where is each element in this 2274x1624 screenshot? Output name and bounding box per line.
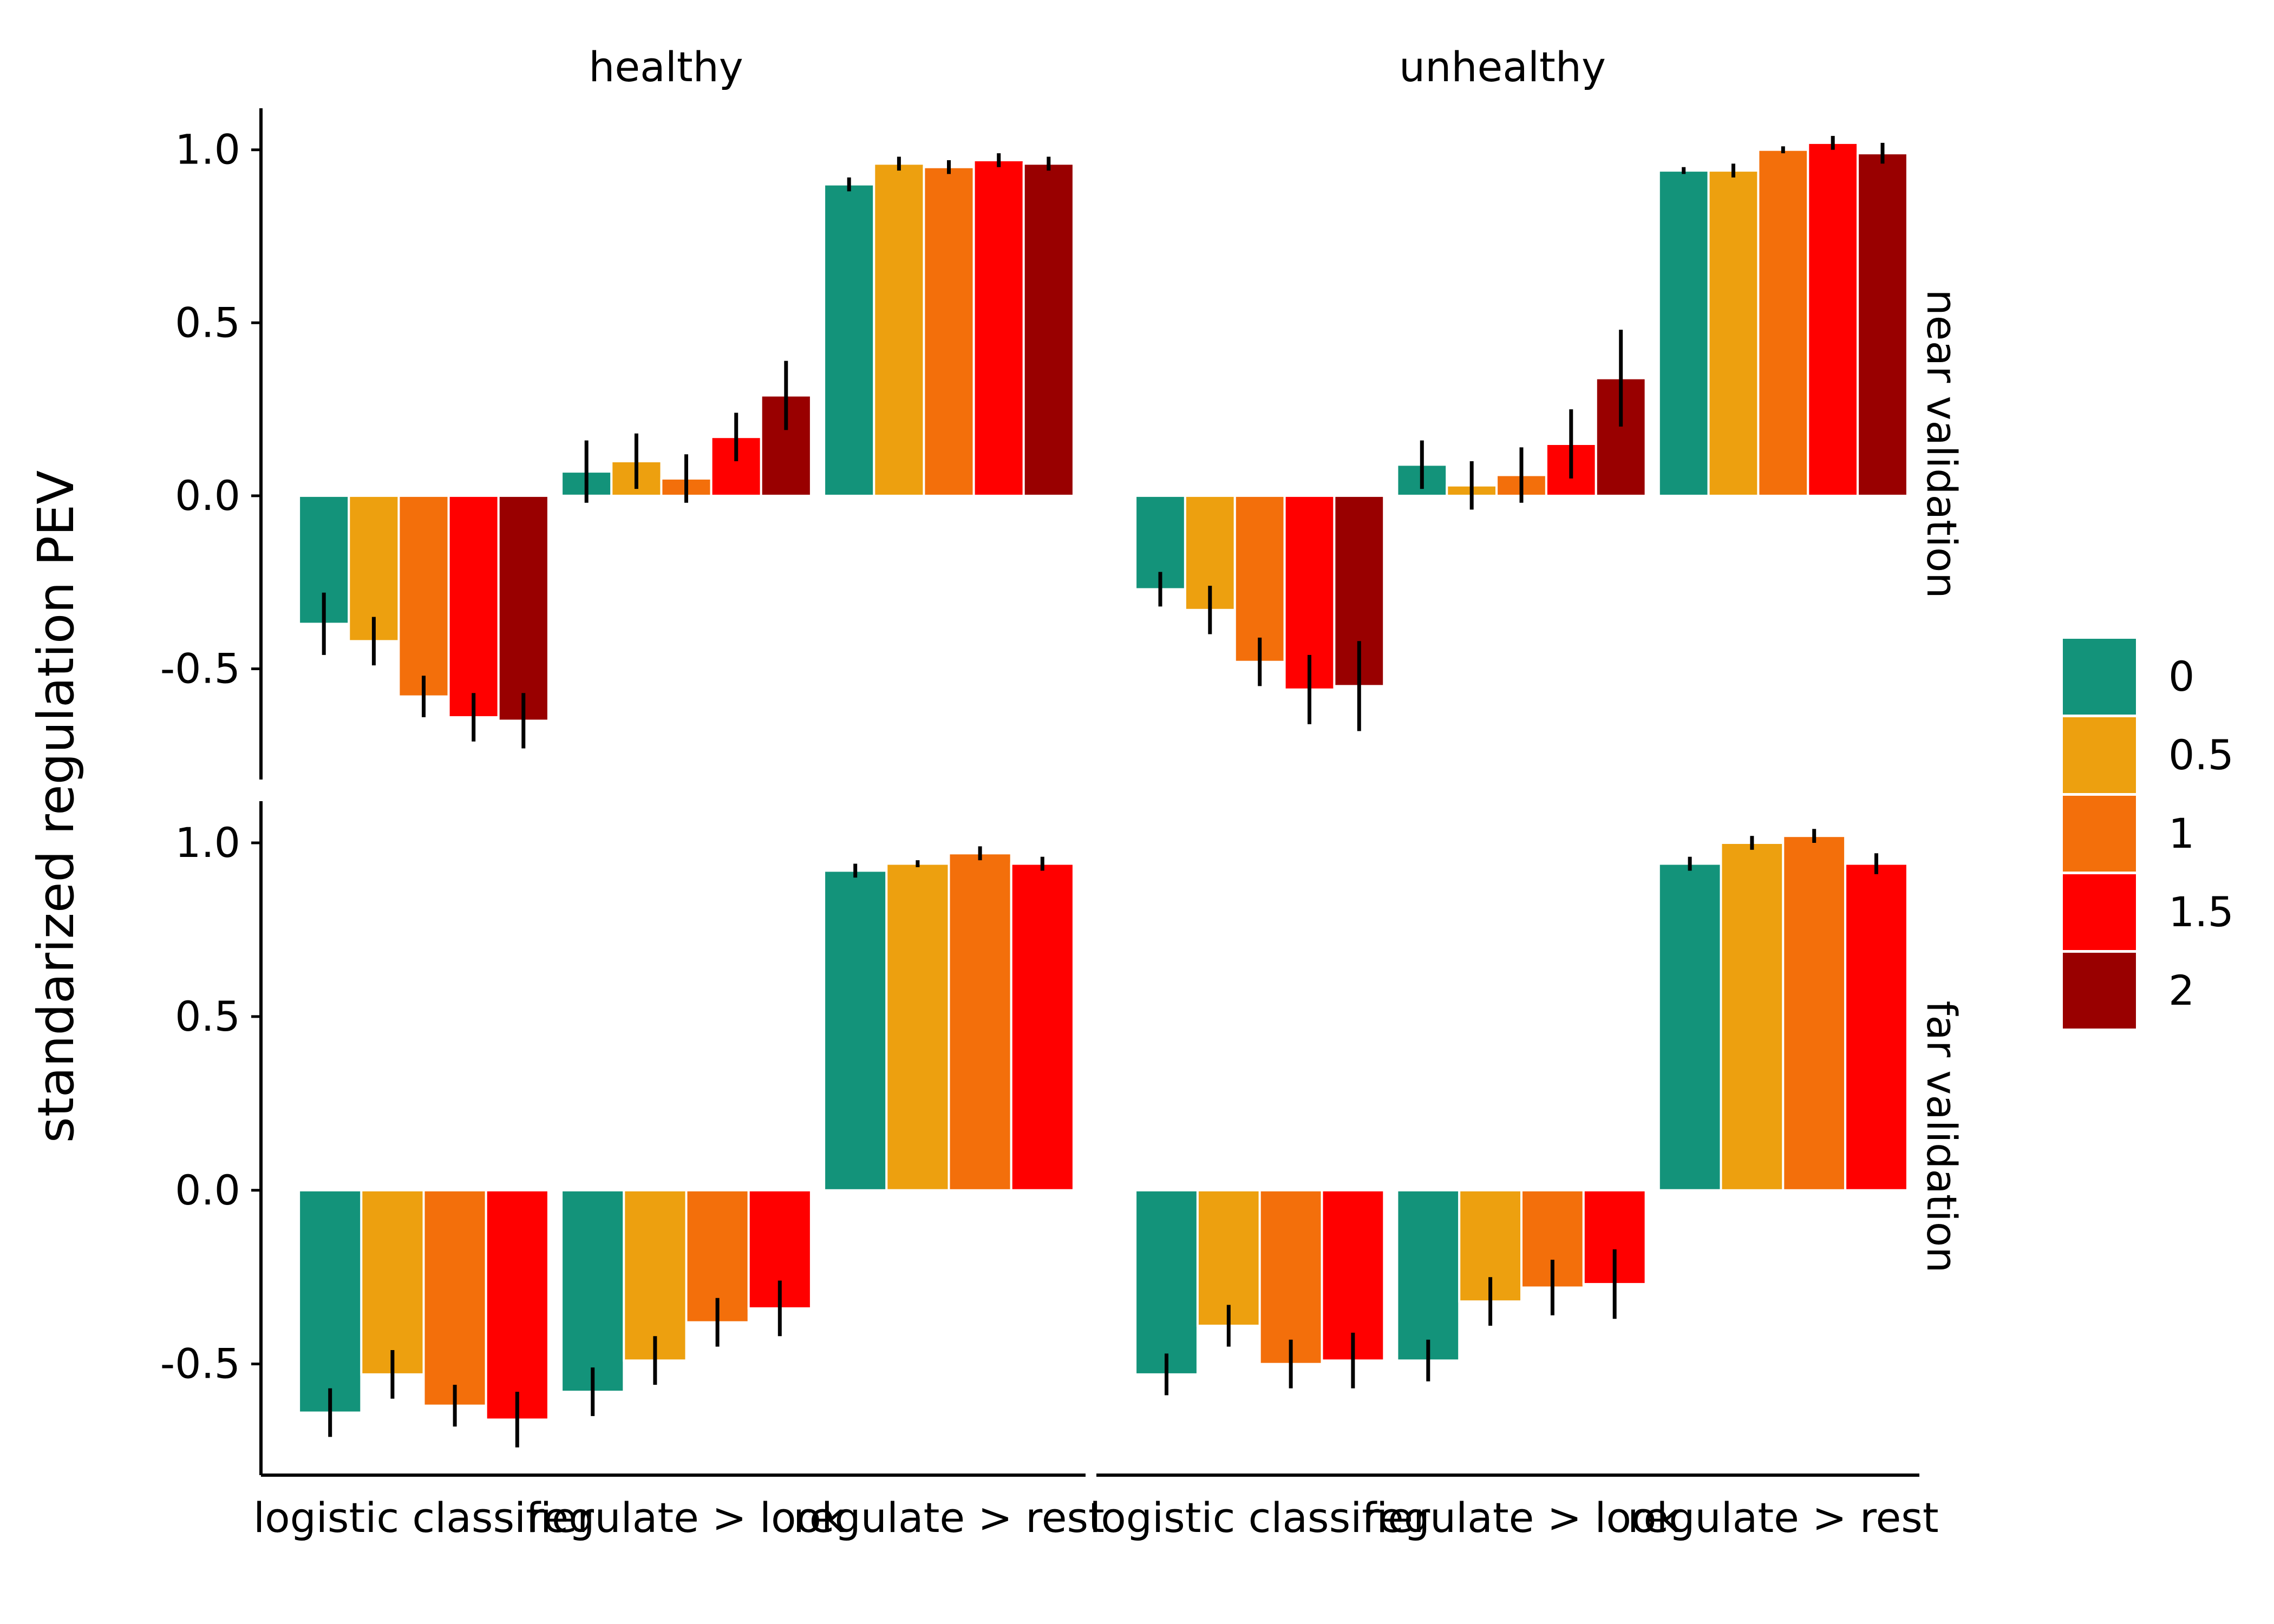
- y-tick-label-healthy-far-validation-0: -0.5: [160, 1340, 240, 1388]
- bar-healthy-near-validation-logistic-classifier-series-2: [497, 494, 550, 722]
- bar-unhealthy-far-validation-regulate-rest-series-1: [1782, 835, 1847, 1191]
- bar-healthy-near-validation-logistic-classifier-series-1-5: [447, 494, 500, 719]
- bar-healthy-near-validation-regulate-rest-series-0-5: [873, 162, 925, 497]
- bar-healthy-near-validation-regulate-rest-series-2: [1022, 162, 1075, 497]
- bar-unhealthy-near-validation-regulate-rest-series-0-5: [1707, 169, 1760, 497]
- x-tick-label-healthy-logistic-classifier: logistic classifier: [253, 1494, 594, 1542]
- y-tick-label-healthy-near-validation-2: 0.5: [175, 298, 240, 346]
- y-tick-label-healthy-near-validation-1: 0.0: [175, 472, 240, 520]
- strip-label-healthy: healthy: [589, 43, 743, 91]
- bar-healthy-far-validation-regulate-rest-series-0: [823, 869, 888, 1191]
- bar-unhealthy-near-validation-regulate-rest-series-2: [1857, 152, 1909, 497]
- y-axis-title: standarized regulation PEV: [27, 470, 85, 1143]
- bar-unhealthy-far-validation-logistic-classifier-series-1-5: [1321, 1189, 1386, 1362]
- strip-label-far-validation: far validation: [1918, 1001, 1966, 1273]
- y-tick-label-healthy-far-validation-3: 1.0: [175, 818, 240, 867]
- y-tick-label-healthy-near-validation-0: -0.5: [160, 645, 240, 693]
- legend-label-2: 2: [2168, 966, 2194, 1014]
- bar-unhealthy-near-validation-regulate-rest-series-0: [1657, 169, 1710, 497]
- bar-unhealthy-near-validation-regulate-rest-series-1-5: [1807, 141, 1859, 497]
- bar-unhealthy-near-validation-regulate-rest-series-1: [1757, 148, 1809, 497]
- strip-label-near-validation: near validation: [1918, 289, 1966, 598]
- bar-healthy-far-validation-regulate-rest-series-1: [948, 852, 1012, 1191]
- bar-healthy-far-validation-regulate-look-series-0-5: [623, 1189, 688, 1362]
- bar-unhealthy-far-validation-regulate-look-series-0: [1396, 1189, 1461, 1362]
- bar-healthy-near-validation-regulate-rest-series-1-5: [972, 159, 1025, 497]
- bar-unhealthy-near-validation-logistic-classifier-series-1: [1233, 494, 1286, 663]
- x-tick-label-unhealthy-regulate-look: regulate > look: [1362, 1494, 1680, 1542]
- bar-healthy-near-validation-regulate-rest-series-0: [823, 183, 875, 497]
- legend-label-1-5: 1.5: [2168, 888, 2234, 936]
- bar-healthy-far-validation-regulate-rest-series-0-5: [885, 862, 950, 1191]
- x-tick-label-unhealthy-logistic-classifier: logistic classifier: [1089, 1494, 1430, 1542]
- bar-unhealthy-far-validation-logistic-classifier-series-1: [1258, 1189, 1323, 1365]
- legend-label-0: 0: [2168, 652, 2194, 700]
- bar-healthy-near-validation-logistic-classifier-series-1: [397, 494, 450, 698]
- bar-healthy-far-validation-regulate-rest-series-1-5: [1010, 862, 1075, 1191]
- bar-healthy-near-validation-regulate-rest-series-1: [923, 166, 975, 497]
- bar-healthy-far-validation-logistic-classifier-series-0: [298, 1189, 363, 1414]
- bar-healthy-far-validation-logistic-classifier-series-1: [422, 1189, 487, 1407]
- strip-label-unhealthy: unhealthy: [1399, 43, 1606, 91]
- legend-swatch-0: [2063, 639, 2136, 715]
- bar-unhealthy-far-validation-regulate-rest-series-0-5: [1720, 842, 1785, 1191]
- legend-swatch-2: [2063, 953, 2136, 1029]
- x-tick-label-healthy-regulate-rest: regulate > rest: [793, 1494, 1105, 1542]
- x-tick-label-unhealthy-regulate-rest: regulate > rest: [1628, 1494, 1939, 1542]
- bar-healthy-far-validation-regulate-look-series-0: [560, 1189, 625, 1393]
- y-tick-label-healthy-near-validation-3: 1.0: [175, 126, 240, 174]
- plot-area: -0.5 0.0 0.5 1.0 -0.5 0.0 0.5 1.0 logistic class…: [160, 108, 1939, 1542]
- bar-unhealthy-far-validation-regulate-rest-series-0: [1657, 862, 1722, 1191]
- bar-unhealthy-far-validation-logistic-classifier-series-0: [1134, 1189, 1199, 1376]
- bar-healthy-far-validation-logistic-classifier-series-1-5: [485, 1189, 550, 1421]
- legend: 0 0.5 1 1.5 2: [2063, 639, 2234, 1029]
- legend-swatch-0-5: [2063, 717, 2136, 793]
- y-tick-label-healthy-far-validation-1: 0.0: [175, 1166, 240, 1214]
- legend-label-1: 1: [2168, 809, 2194, 857]
- legend-label-0-5: 0.5: [2168, 731, 2234, 779]
- x-tick-label-healthy-regulate-look: regulate > look: [527, 1494, 845, 1542]
- bar-unhealthy-far-validation-regulate-rest-series-1-5: [1844, 862, 1909, 1191]
- legend-swatch-1-5: [2063, 874, 2136, 950]
- bar-healthy-far-validation-logistic-classifier-series-0-5: [360, 1189, 425, 1376]
- y-tick-label-healthy-far-validation-2: 0.5: [175, 992, 240, 1040]
- legend-swatch-1: [2063, 796, 2136, 872]
